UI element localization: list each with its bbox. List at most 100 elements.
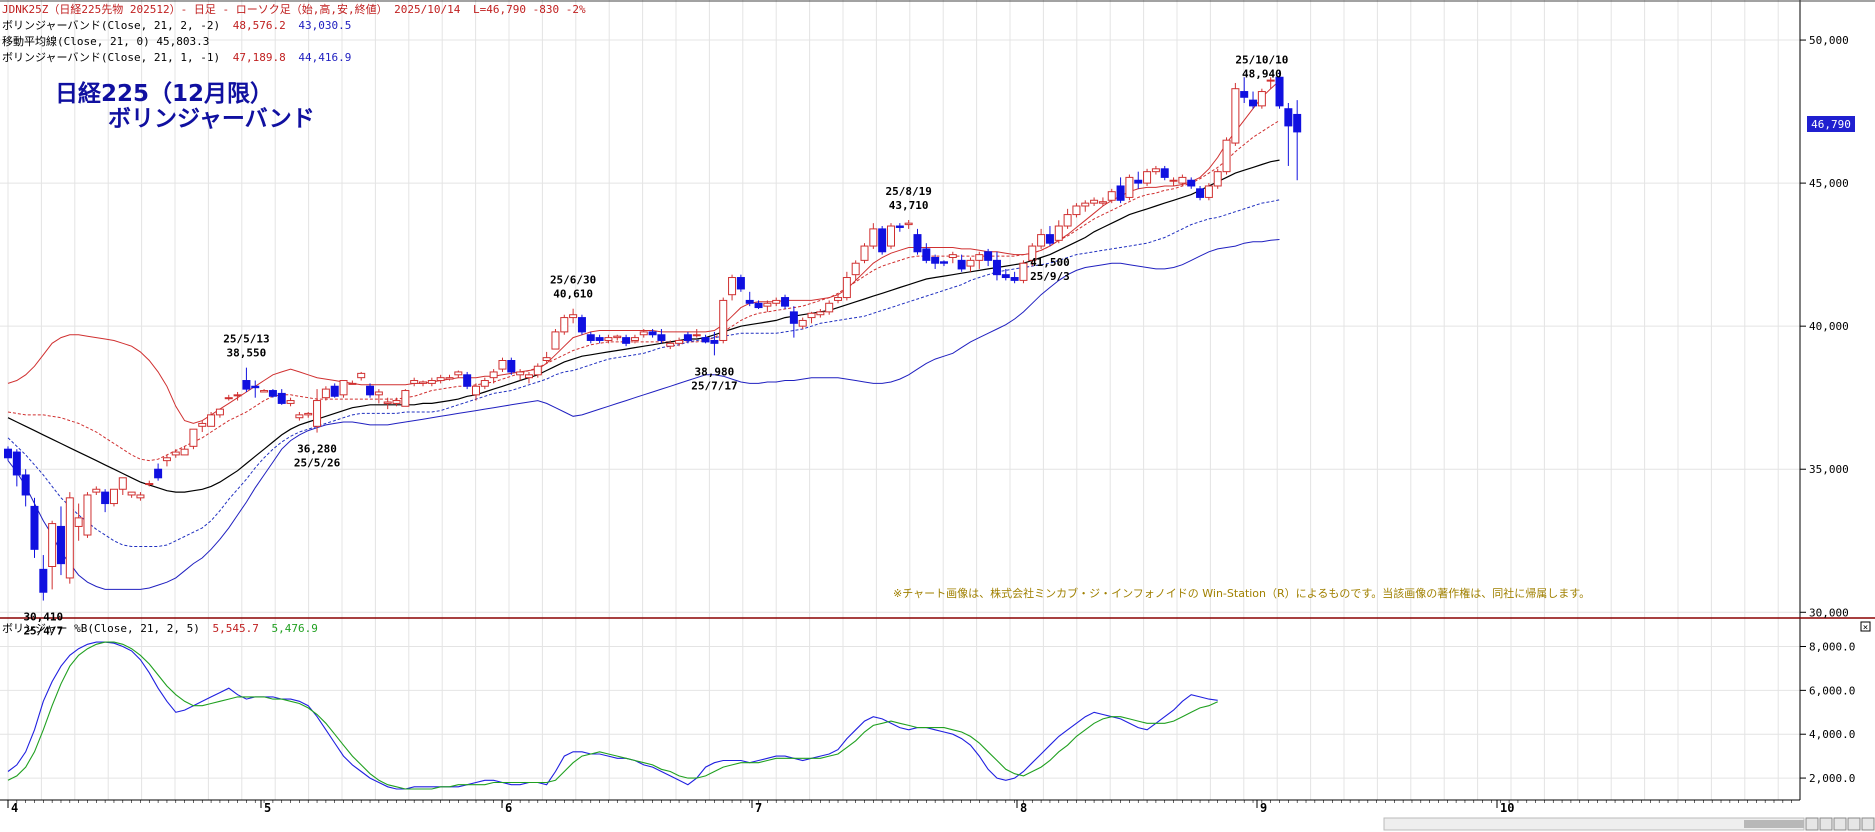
annotation-price: 40,610 [553, 288, 593, 301]
close-icon[interactable]: × [1860, 621, 1871, 633]
candle-body [109, 488, 118, 505]
candle-body [207, 414, 216, 427]
annotation-price: 43,710 [889, 199, 929, 212]
candle-body [1072, 205, 1081, 216]
sub-series-line-0 [7, 641, 1218, 790]
candle-body [12, 451, 21, 476]
candle-body [74, 517, 83, 527]
candle-body [763, 302, 772, 307]
candle-body [1284, 108, 1293, 127]
series-line-3 [7, 199, 1280, 547]
header-line2: ボリンジャーバンド(Close, 21, 2, -2) 48,576.2 43,… [2, 19, 351, 32]
candle-body [895, 225, 904, 228]
candle-body [1187, 179, 1196, 187]
candle-body [313, 400, 322, 427]
candle-body [189, 428, 198, 447]
annotation-date: 25/5/13 [223, 333, 269, 346]
candle-body [904, 222, 913, 226]
candle-body [489, 371, 498, 379]
candle-body [348, 382, 357, 385]
candle-body [286, 400, 295, 404]
candle-body [136, 494, 145, 499]
candle-body [171, 451, 180, 456]
candle-body [622, 337, 631, 344]
candle-body [551, 331, 560, 350]
candle-body [1116, 185, 1125, 201]
annotation-date: 25/4/7 [23, 625, 63, 638]
sub-chart-v1: 5,545.7 [213, 622, 259, 635]
sub-y-axis-label: 4,000.0 [1809, 728, 1855, 741]
candle-body [966, 259, 975, 267]
candle-body [1196, 188, 1205, 198]
candle-body [374, 391, 383, 396]
chart-subtitle: ボリンジャーバンド [108, 106, 315, 132]
annotation-date: 25/6/30 [550, 274, 596, 287]
y-axis-label: 45,000 [1809, 177, 1849, 190]
x-month-label: 8 [1020, 801, 1027, 815]
candle-body [65, 497, 74, 579]
candle-body [1098, 201, 1107, 204]
y-axis-label: 35,000 [1809, 463, 1849, 476]
candle-body [480, 380, 489, 387]
candle-body [471, 385, 480, 396]
candle-body [842, 277, 851, 299]
candle-body [630, 337, 639, 341]
candle-body [789, 311, 798, 324]
candle-body [83, 494, 92, 536]
candle-body [357, 372, 366, 379]
candle-body [728, 277, 737, 296]
sub-y-axis-label: 2,000.0 [1809, 772, 1855, 785]
candle-body [1001, 274, 1010, 279]
candle-body [1125, 176, 1134, 198]
candle-body [1249, 99, 1258, 107]
zoom-out-button[interactable] [1819, 817, 1833, 831]
candle-body [1054, 225, 1063, 241]
x-month-label: 6 [505, 801, 512, 815]
header-line4-v2: 44,416.9 [298, 51, 351, 64]
header-line4-v1: 47,189.8 [233, 51, 286, 64]
scroll-right-button[interactable] [1805, 817, 1819, 831]
header-line4: ボリンジャーバンド(Close, 21, 1, -1) 47,189.8 44,… [2, 51, 351, 64]
candle-body [30, 505, 39, 550]
candle-body [569, 314, 578, 319]
horizontal-scrollbar[interactable] [1383, 817, 1875, 831]
y-axis-label: 40,000 [1809, 320, 1849, 333]
candle-body [992, 259, 1001, 276]
candle-body [719, 299, 728, 341]
sub-chart-v2: 5,476.9 [272, 622, 318, 635]
candle-body [242, 380, 251, 390]
candle-body [1160, 168, 1169, 178]
candle-body [454, 371, 463, 376]
candle-body [1090, 199, 1099, 204]
candle-body [939, 261, 948, 264]
candle-body [304, 412, 313, 416]
candle-body [957, 259, 966, 270]
candle-body [736, 277, 745, 290]
header-line4-label: ボリンジャーバンド(Close, 21, 1, -1) [2, 51, 220, 64]
candle-body [1293, 113, 1302, 133]
candle-body [931, 257, 940, 264]
candle-body [948, 254, 957, 258]
candle-body [321, 388, 330, 399]
candlesticks [4, 70, 1302, 601]
candle-body [445, 377, 454, 380]
candle-body [366, 385, 375, 396]
candle-body [807, 312, 816, 319]
candle-body [913, 234, 922, 253]
candle-body [1213, 171, 1222, 187]
y-axis-label: 30,000 [1809, 606, 1849, 619]
zoom-reset-button[interactable] [1847, 817, 1861, 831]
candle-body [233, 394, 242, 397]
candle-body [1107, 191, 1116, 201]
candle-body [1231, 88, 1240, 144]
sub-chart-label: ボリンジャー %B(Close, 21, 2, 5) [2, 622, 200, 635]
annotation-price: 36,280 [297, 443, 337, 456]
settings-button[interactable] [1861, 817, 1875, 831]
candle-body [922, 248, 931, 261]
candle-body [1037, 234, 1046, 247]
header-line2-v1: 48,576.2 [233, 19, 286, 32]
series-line-1 [7, 120, 1280, 462]
zoom-in-button[interactable] [1833, 817, 1847, 831]
candle-body [154, 468, 163, 479]
annotation-price: 48,940 [1242, 68, 1282, 81]
